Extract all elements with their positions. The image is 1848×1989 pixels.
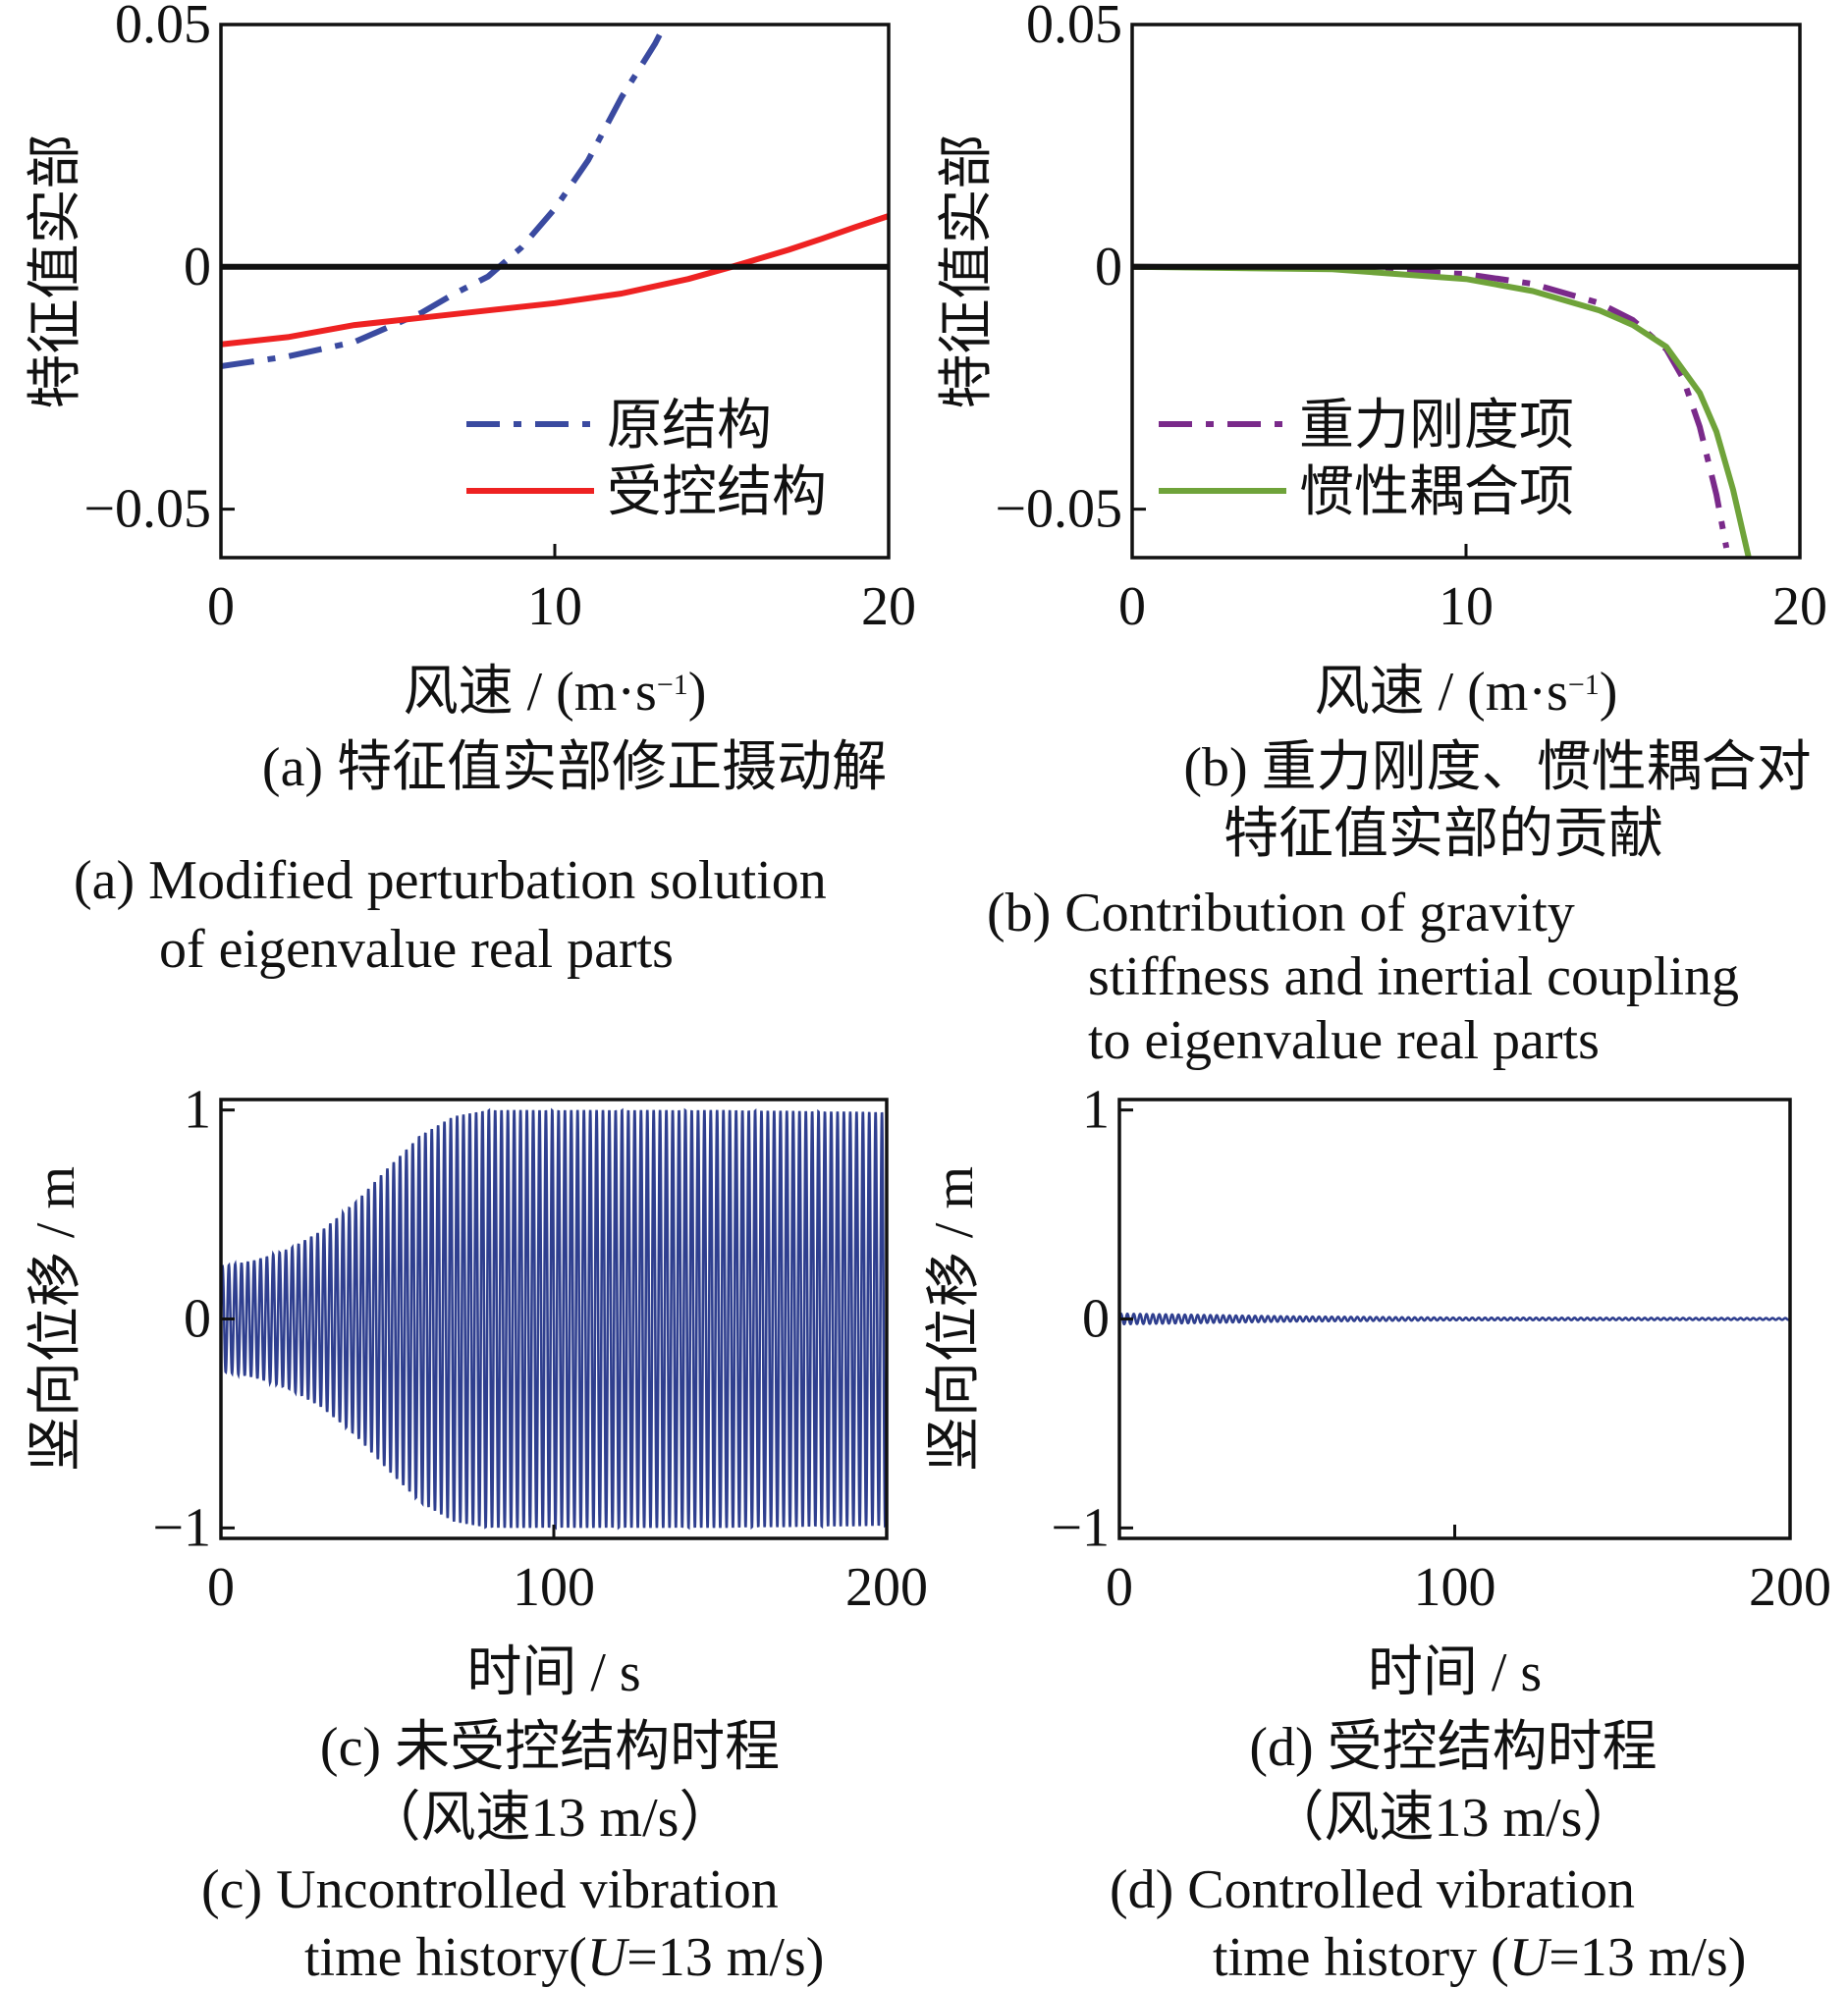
caption-line-2: (d) Controlled vibration (1110, 1859, 1635, 1920)
x-tick-label: 100 (513, 1557, 595, 1618)
series-line-0 (221, 25, 668, 369)
x-tick-label: 200 (845, 1557, 928, 1618)
y-tick-label: 0 (184, 237, 211, 297)
x-axis-label: 风速 / (m·s−1) (404, 662, 707, 723)
x-axis-label-sup: −1 (1568, 669, 1600, 701)
x-tick-label: 20 (861, 576, 916, 637)
y-tick-label: 0 (1095, 237, 1122, 297)
legend-label-0: 重力刚度项 (1299, 396, 1574, 457)
series-line-1 (1132, 263, 1752, 558)
legend-label-1: 惯性耦合项 (1299, 462, 1574, 523)
series-line-0 (1119, 1312, 1790, 1326)
plot-area (1119, 1312, 1790, 1326)
x-axis-label-sup: −1 (657, 669, 688, 701)
x-tick-label: 20 (1772, 576, 1827, 637)
x-axis-label: 时间 / s (1368, 1642, 1542, 1703)
caption-line-2: (b) Contribution of gravity (987, 883, 1575, 943)
caption-line-1: (a) Modified perturbation solution (74, 850, 827, 911)
y-tick-label: 0 (1082, 1289, 1110, 1350)
y-tick-label: 0 (184, 1289, 211, 1350)
x-tick-label: 0 (207, 1557, 235, 1618)
x-tick-label: 100 (1414, 1557, 1496, 1618)
x-tick-label: 0 (1118, 576, 1146, 637)
x-axis-label-close: ) (688, 662, 707, 723)
caption-line-0: (d) 受控结构时程 (1249, 1717, 1657, 1778)
caption-italic-u: U (1509, 1927, 1552, 1988)
caption-line-3: time history (U=13 m/s) (1213, 1927, 1746, 1988)
x-axis-label: 风速 / (m·s−1) (1315, 662, 1618, 723)
x-axis-label-close: ) (1600, 662, 1618, 723)
y-tick-label: 0.05 (115, 0, 211, 55)
caption-line-1: （风速13 m/s） (1270, 1788, 1638, 1849)
x-tick-label: 0 (207, 576, 235, 637)
caption-line-1: （风速13 m/s） (366, 1788, 734, 1849)
series-line-0 (1132, 263, 1730, 549)
caption-line-0: (b) 重力刚度、惯性耦合对 (1183, 737, 1811, 798)
y-tick-label: 1 (1082, 1080, 1110, 1141)
plot-area (221, 25, 889, 369)
plot-area (221, 1107, 887, 1531)
caption-line-1: 特征值实部的贡献 (1223, 804, 1663, 865)
y-axis-label: 竖向位移 / m (26, 1166, 86, 1472)
caption-line-0: (a) 特征值实部修正摄动解 (262, 737, 887, 798)
plot-area (1132, 263, 1800, 558)
x-tick-label: 0 (1106, 1557, 1133, 1618)
y-tick-label: −1 (1051, 1497, 1110, 1558)
legend-label-0: 原结构 (607, 396, 772, 457)
x-tick-label: 10 (1439, 576, 1494, 637)
caption-line-4: to eigenvalue real parts (1088, 1010, 1600, 1071)
y-tick-label: −1 (152, 1497, 211, 1558)
series-line-1 (221, 213, 889, 348)
y-tick-label: 0.05 (1026, 0, 1122, 55)
caption-line-0: (c) 未受控结构时程 (320, 1717, 780, 1778)
y-axis-label: 特征值实部 (26, 134, 86, 409)
caption-italic-u: U (587, 1927, 630, 1988)
series-line-0 (221, 1107, 887, 1531)
y-tick-label: 1 (184, 1080, 211, 1141)
caption-line-2: of eigenvalue real parts (159, 919, 674, 980)
caption-line-2: (c) Uncontrolled vibration (201, 1859, 779, 1920)
caption-line-3: stiffness and inertial coupling (1088, 946, 1739, 1007)
y-axis-label: 竖向位移 / m (924, 1166, 985, 1472)
x-tick-label: 200 (1749, 1557, 1831, 1618)
y-axis-label: 特征值实部 (937, 134, 998, 409)
y-tick-label: −0.05 (83, 479, 211, 540)
legend-label-1: 受控结构 (607, 462, 827, 523)
x-tick-label: 10 (527, 576, 582, 637)
panel-b: 0 10 20 0.05 0 −0.05 风速 / (m·s−1) 特征值实部重力刚度项惯性耦… (937, 0, 1827, 1071)
caption-line-3: time history(U=13 m/s) (304, 1927, 824, 1988)
y-tick-label: −0.05 (995, 479, 1122, 540)
x-axis-label: 时间 / s (466, 1642, 640, 1703)
